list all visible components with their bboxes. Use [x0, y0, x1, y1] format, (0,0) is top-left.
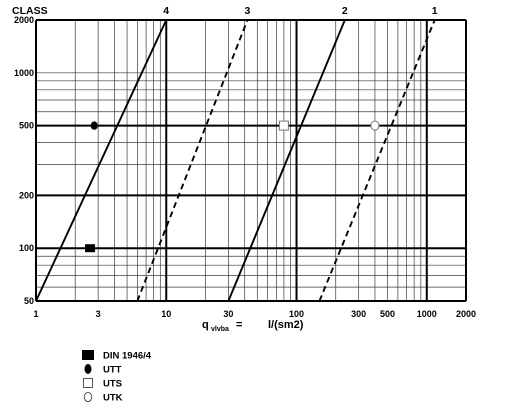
marker-utk: [370, 120, 380, 131]
legend-din-1946-4-symbol: [82, 350, 94, 360]
y-tick-label: 200: [19, 190, 34, 200]
marker-utt: [90, 121, 98, 130]
legend-din-1946-4-label: DIN 1946/4: [103, 351, 152, 362]
class-line-1: [318, 19, 436, 302]
y-tick-label: 500: [19, 121, 34, 131]
x-tick-label: 300: [351, 309, 366, 319]
x-tick-label: 30: [223, 309, 233, 319]
class-label-1: 1: [432, 5, 438, 17]
class-label-3: 3: [244, 5, 250, 17]
class-label-4: 4: [163, 5, 169, 17]
x-axis-label-equals: =: [236, 319, 242, 331]
class-line-4: [35, 19, 168, 302]
y-tick-label: 1000: [14, 68, 34, 78]
class-line-3: [136, 19, 249, 302]
major-grid: [35, 19, 467, 302]
marker-uts: [278, 120, 289, 131]
class-line-2: [227, 19, 346, 302]
x-tick-label: 10: [161, 309, 171, 319]
legend-utt-symbol: [84, 364, 92, 374]
legend-utt-label: UTT: [103, 365, 122, 376]
x-axis-label: q vlvba = l/(sm2): [202, 319, 304, 333]
legend-uts-label: UTS: [103, 379, 122, 390]
y-tick-label: 50: [24, 296, 34, 306]
marker-din-1946-4: [85, 244, 96, 253]
x-axis-label-q: q: [202, 319, 209, 331]
y-tick-labels: 50 100 200 500 1000 2000: [14, 15, 34, 306]
x-tick-label: 3: [96, 309, 101, 319]
legend-utk-label: UTK: [103, 393, 123, 404]
marker-layer: [85, 120, 380, 253]
x-axis-label-subscript: vlvba: [211, 326, 229, 333]
x-tick-label: 100: [289, 309, 304, 319]
class-labels: CLASS 4 3 2 1: [12, 5, 438, 17]
legend: DIN 1946/4 UTT UTS UTK: [82, 350, 152, 404]
x-tick-label: 2000: [456, 309, 476, 319]
x-tick-label: 1000: [417, 309, 437, 319]
y-tick-label: 2000: [14, 15, 34, 25]
x-tick-labels: 1 3 10 30 100 300 500 1000 2000: [33, 309, 476, 319]
class-header: CLASS: [12, 5, 48, 17]
legend-uts-symbol: [83, 378, 93, 388]
series-layer: [35, 19, 436, 302]
y-tick-label: 100: [19, 243, 34, 253]
x-tick-label: 500: [380, 309, 395, 319]
class-label-2: 2: [342, 5, 348, 17]
legend-utk-symbol: [83, 391, 93, 403]
x-axis-label-unit: l/(sm2): [268, 319, 304, 331]
x-tick-label: 1: [33, 309, 38, 319]
